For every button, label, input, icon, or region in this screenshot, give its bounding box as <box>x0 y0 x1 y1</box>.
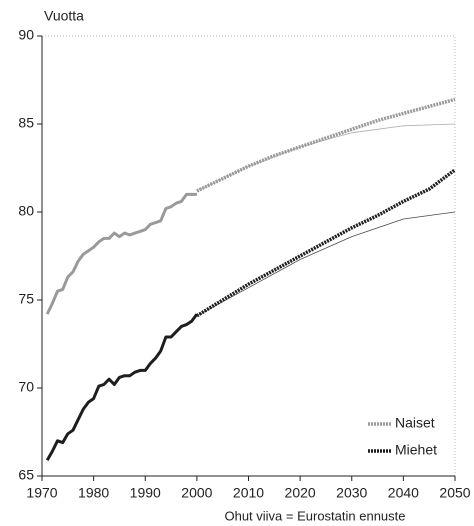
eurostat-line <box>196 211 456 317</box>
eurostat-line <box>196 123 456 192</box>
note: Ohut viiva = Eurostatin ennuste <box>224 508 405 523</box>
y-tick-label: 80 <box>18 203 34 219</box>
x-tick-label: 1990 <box>130 485 161 501</box>
x-tick-label: 2040 <box>388 485 419 501</box>
x-tick-label: 2050 <box>439 485 470 501</box>
x-tick-label: 2010 <box>233 485 264 501</box>
x-tick-label: 2000 <box>181 485 212 501</box>
y-tick-label: 85 <box>18 115 34 131</box>
projection-line <box>196 97 456 193</box>
x-tick-label: 1980 <box>78 485 109 501</box>
y-tick-label: 70 <box>18 379 34 395</box>
projection-line <box>195 168 457 318</box>
y-axis-label: Vuotta <box>44 8 84 24</box>
y-tick-label: 90 <box>18 27 34 43</box>
x-tick-label: 1970 <box>26 485 57 501</box>
plot-frame <box>41 35 456 477</box>
legend-label: Naiset <box>395 415 435 431</box>
y-tick-label: 65 <box>18 467 34 483</box>
x-tick-label: 2030 <box>336 485 367 501</box>
history-line <box>45 313 199 461</box>
x-tick-label: 2020 <box>285 485 316 501</box>
history-line <box>45 192 197 315</box>
y-tick-label: 75 <box>18 291 34 307</box>
legend-label: Miehet <box>395 442 437 458</box>
